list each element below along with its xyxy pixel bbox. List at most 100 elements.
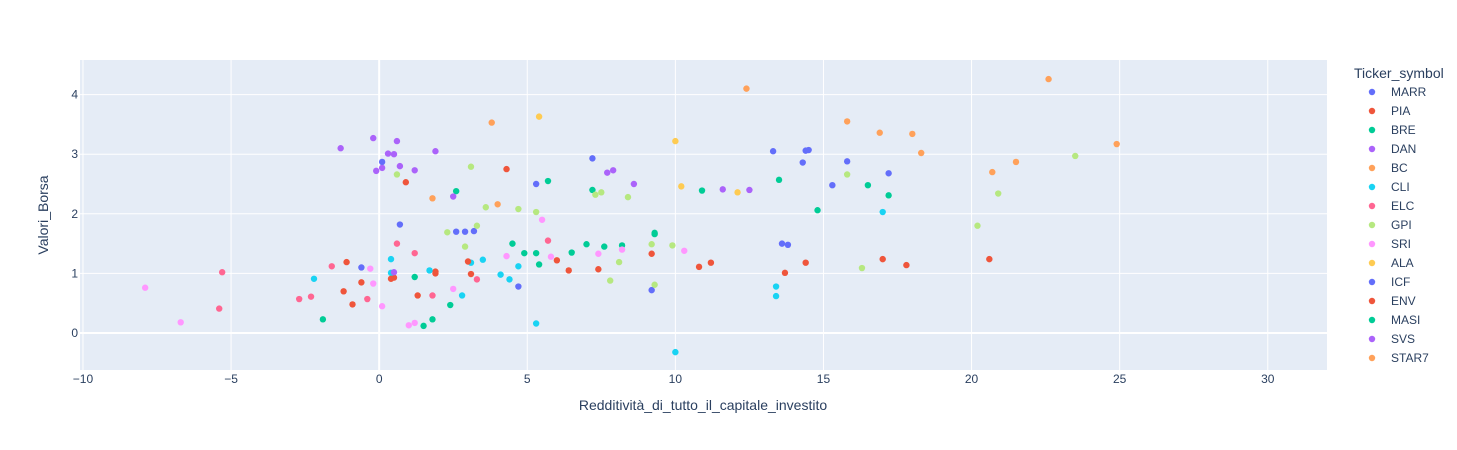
data-point[interactable] bbox=[411, 249, 418, 257]
data-point[interactable] bbox=[568, 249, 575, 256]
series-env[interactable] bbox=[387, 258, 472, 282]
data-point[interactable] bbox=[784, 241, 792, 249]
data-point[interactable] bbox=[218, 269, 226, 276]
data-point[interactable] bbox=[497, 271, 504, 278]
data-point[interactable] bbox=[532, 208, 540, 216]
series-bre[interactable] bbox=[319, 176, 892, 330]
data-point[interactable] bbox=[651, 281, 658, 288]
data-point[interactable] bbox=[328, 263, 335, 270]
data-point[interactable] bbox=[544, 237, 552, 244]
data-point[interactable] bbox=[340, 288, 347, 295]
data-point[interactable] bbox=[918, 149, 925, 157]
data-point[interactable] bbox=[618, 246, 626, 253]
data-point[interactable] bbox=[532, 180, 540, 188]
data-point[interactable] bbox=[390, 269, 398, 276]
data-point[interactable] bbox=[411, 273, 418, 281]
series-svs[interactable] bbox=[390, 269, 398, 276]
data-point[interactable] bbox=[595, 250, 602, 257]
data-point[interactable] bbox=[414, 292, 421, 299]
data-point[interactable] bbox=[1045, 75, 1052, 83]
data-point[interactable] bbox=[814, 207, 821, 214]
data-point[interactable] bbox=[1012, 158, 1020, 166]
data-point[interactable] bbox=[411, 319, 418, 327]
data-point[interactable] bbox=[719, 186, 726, 193]
data-point[interactable] bbox=[1113, 140, 1120, 148]
data-point[interactable] bbox=[473, 276, 481, 283]
data-point[interactable] bbox=[778, 240, 786, 247]
data-point[interactable] bbox=[547, 253, 555, 260]
data-point[interactable] bbox=[429, 316, 436, 323]
data-point[interactable] bbox=[461, 228, 469, 235]
data-point[interactable] bbox=[589, 155, 596, 162]
data-point[interactable] bbox=[909, 130, 916, 138]
data-point[interactable] bbox=[995, 190, 1002, 197]
data-point[interactable] bbox=[532, 320, 540, 327]
data-point[interactable] bbox=[986, 255, 993, 263]
data-point[interactable] bbox=[769, 148, 777, 155]
data-point[interactable] bbox=[829, 181, 836, 189]
data-point[interactable] bbox=[843, 171, 851, 178]
data-point[interactable] bbox=[447, 301, 454, 309]
series-sri[interactable] bbox=[141, 216, 688, 329]
data-point[interactable] bbox=[858, 264, 866, 272]
data-point[interactable] bbox=[506, 276, 513, 283]
data-point[interactable] bbox=[216, 305, 223, 312]
data-point[interactable] bbox=[452, 187, 460, 195]
data-point[interactable] bbox=[432, 148, 439, 155]
data-point[interactable] bbox=[429, 195, 436, 202]
data-point[interactable] bbox=[396, 162, 404, 170]
data-point[interactable] bbox=[604, 169, 611, 176]
data-point[interactable] bbox=[681, 247, 688, 254]
data-point[interactable] bbox=[405, 322, 412, 329]
data-point[interactable] bbox=[515, 283, 522, 290]
series-star7[interactable] bbox=[743, 85, 750, 92]
data-points[interactable] bbox=[141, 75, 1120, 356]
data-point[interactable] bbox=[606, 277, 614, 284]
data-point[interactable] bbox=[464, 258, 472, 265]
data-point[interactable] bbox=[488, 119, 495, 126]
data-point[interactable] bbox=[553, 257, 561, 264]
data-point[interactable] bbox=[535, 113, 543, 120]
data-point[interactable] bbox=[461, 243, 469, 250]
data-point[interactable] bbox=[503, 165, 510, 173]
data-point[interactable] bbox=[802, 259, 809, 266]
series-icf[interactable] bbox=[358, 228, 469, 271]
data-point[interactable] bbox=[544, 177, 552, 185]
data-point[interactable] bbox=[624, 193, 632, 201]
data-point[interactable] bbox=[402, 179, 410, 186]
data-point[interactable] bbox=[672, 137, 679, 145]
data-point[interactable] bbox=[630, 180, 638, 188]
data-point[interactable] bbox=[843, 118, 851, 125]
data-point[interactable] bbox=[458, 292, 466, 299]
data-point[interactable] bbox=[367, 265, 374, 272]
data-point[interactable] bbox=[772, 292, 780, 300]
data-point[interactable] bbox=[411, 167, 418, 174]
data-point[interactable] bbox=[583, 241, 590, 248]
data-point[interactable] bbox=[370, 280, 377, 287]
data-point[interactable] bbox=[532, 249, 540, 257]
data-point[interactable] bbox=[885, 170, 892, 177]
data-point[interactable] bbox=[307, 293, 315, 300]
data-point[interactable] bbox=[450, 193, 457, 200]
data-point[interactable] bbox=[772, 283, 780, 290]
data-point[interactable] bbox=[482, 204, 489, 211]
data-point[interactable] bbox=[349, 301, 356, 308]
data-point[interactable] bbox=[743, 85, 750, 92]
data-point[interactable] bbox=[420, 322, 427, 330]
data-point[interactable] bbox=[384, 150, 392, 157]
data-point[interactable] bbox=[295, 295, 303, 303]
data-point[interactable] bbox=[695, 263, 703, 271]
data-point[interactable] bbox=[358, 279, 365, 286]
data-point[interactable] bbox=[393, 240, 401, 247]
series-bc[interactable] bbox=[429, 75, 1120, 208]
data-point[interactable] bbox=[648, 286, 655, 294]
data-point[interactable] bbox=[879, 255, 886, 263]
data-point[interactable] bbox=[746, 186, 753, 194]
series-ala[interactable] bbox=[535, 113, 741, 196]
data-point[interactable] bbox=[343, 258, 350, 266]
data-point[interactable] bbox=[678, 183, 685, 190]
data-point[interactable] bbox=[698, 187, 706, 194]
data-point[interactable] bbox=[843, 158, 851, 165]
data-point[interactable] bbox=[387, 275, 395, 282]
series-dan[interactable] bbox=[337, 134, 753, 200]
